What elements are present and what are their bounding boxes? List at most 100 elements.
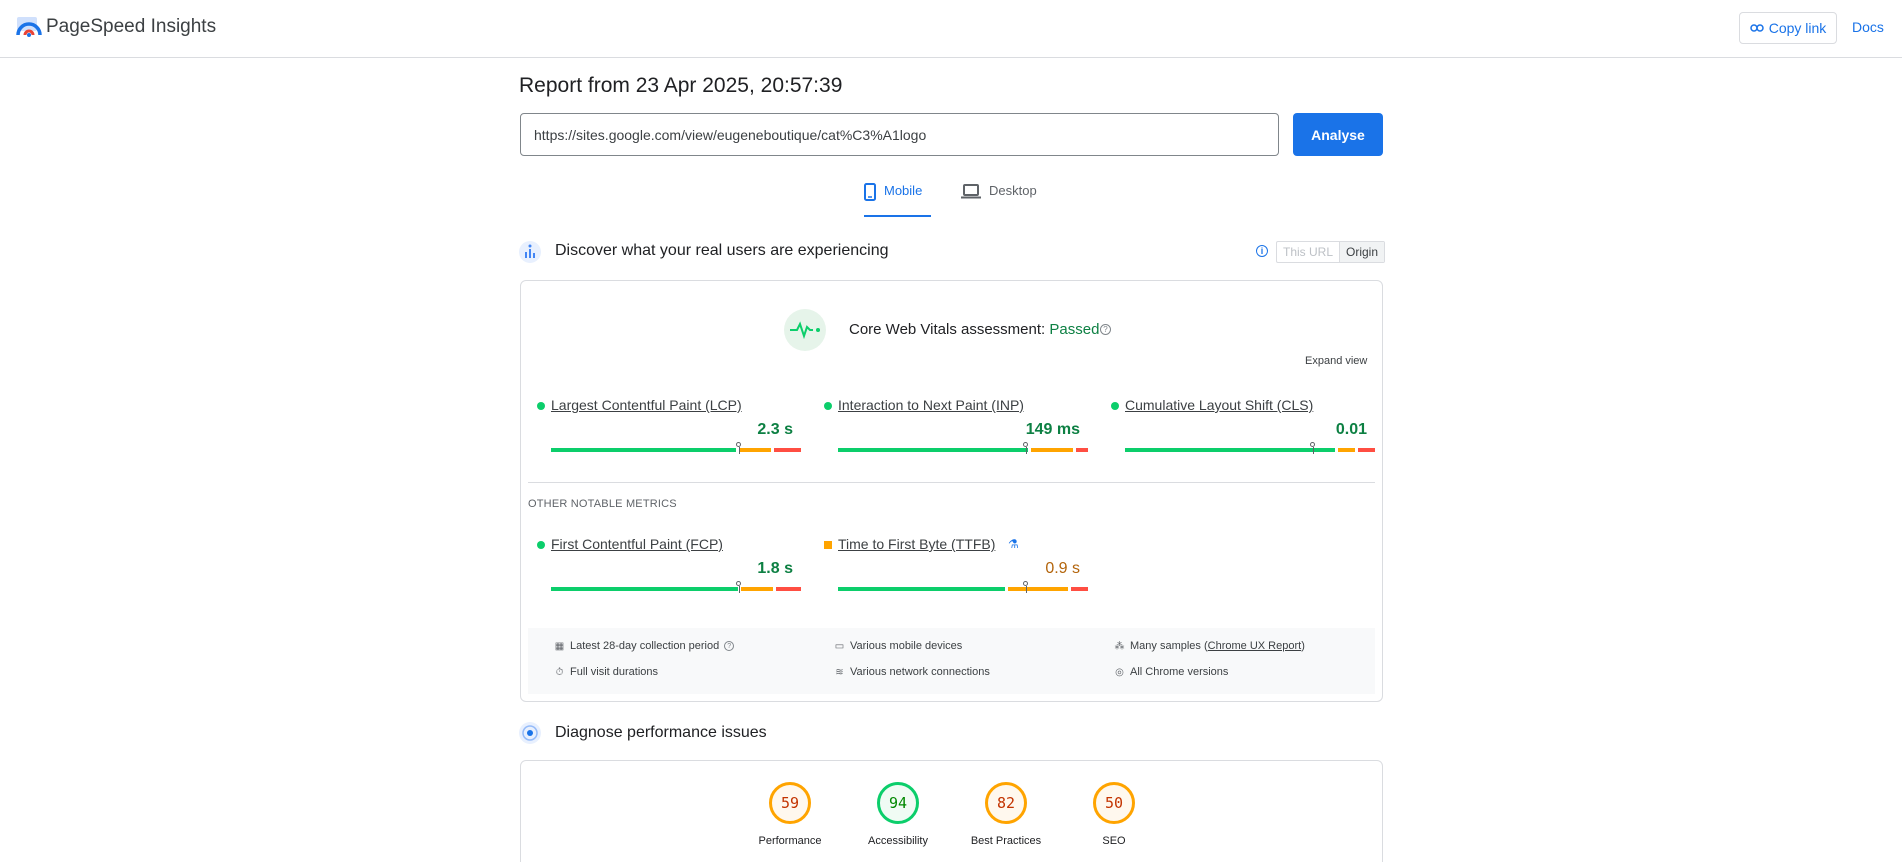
chrome-versions: ◎ All Chrome versions (1114, 666, 1228, 678)
copy-link-label: Copy link (1768, 20, 1827, 36)
chrome-icon: ◎ (1115, 666, 1124, 678)
flask-icon[interactable]: ⚗ (1008, 537, 1019, 551)
expand-view-link[interactable]: Expand view (1305, 355, 1368, 367)
poor-segment (1075, 448, 1088, 452)
copy-link-button[interactable]: Copy link (1739, 12, 1837, 44)
metric-value: 2.3 s (757, 421, 793, 438)
visit-durations: ⏱ Full visit durations (554, 666, 658, 678)
p75-marker (1022, 581, 1028, 586)
poor-segment (773, 448, 801, 452)
metric-name[interactable]: First Contentful Paint (FCP) (551, 536, 723, 552)
real-users-icon (519, 241, 541, 263)
poor-segment (1070, 587, 1088, 591)
top-bar: PageSpeed Insights Copy link Docs (0, 0, 1902, 58)
help-icon[interactable]: ? (1100, 324, 1111, 335)
p75-marker-line (1312, 447, 1314, 454)
diagnose-title: Diagnose performance issues (555, 724, 767, 741)
url-origin-toggle: This URL Origin (1276, 241, 1386, 263)
p75-marker (735, 442, 741, 447)
people-icon: ⁂ (1114, 640, 1125, 652)
metric-name[interactable]: Largest Contentful Paint (LCP) (551, 397, 742, 413)
p75-marker (1022, 442, 1028, 447)
brand-name[interactable]: PageSpeed Insights (46, 16, 217, 37)
score-best-practices[interactable]: 82 Best Practices (946, 782, 1066, 862)
help-icon[interactable]: ? (724, 641, 735, 651)
collection-period: ▦ Latest 28-day collection period ? (554, 640, 735, 652)
metric-value: 149 ms (1025, 421, 1080, 438)
other-metrics-label: OTHER NOTABLE METRICS (528, 498, 677, 510)
score-performance[interactable]: 59 Performance (730, 782, 850, 862)
toggle-this-url[interactable]: This URL (1283, 245, 1334, 259)
network: ≋ Various network connections (834, 666, 990, 678)
p75-marker (735, 581, 741, 586)
pagespeed-logo-icon[interactable] (16, 15, 42, 39)
devices-text: Various mobile devices (850, 640, 963, 652)
analyse-button[interactable]: Analyse (1293, 113, 1383, 156)
toggle-origin[interactable]: Origin (1339, 242, 1385, 262)
score-accessibility[interactable]: 94 Accessibility (838, 782, 958, 862)
good-segment (838, 587, 1005, 591)
diagnose-icon (519, 722, 541, 744)
visit-durations-text: Full visit durations (570, 666, 659, 678)
collection-info (528, 628, 1375, 694)
samples-prefix: Many samples ( (1130, 640, 1208, 652)
p75-marker-line (738, 447, 740, 454)
good-segment (1125, 448, 1335, 452)
vitals-pulse-icon (784, 309, 826, 351)
network-text: Various network connections (850, 666, 990, 678)
tab-mobile[interactable]: Mobile (864, 183, 931, 217)
score-gauge: 94 (877, 782, 919, 824)
score-gauge: 50 (1093, 782, 1135, 824)
metric-fcp: First Contentful Paint (FCP) 1.8 s (537, 536, 801, 596)
good-segment (551, 587, 738, 591)
distribution-bar (838, 442, 1088, 454)
phone-icon (864, 183, 876, 201)
chrome-ux-report-link[interactable]: Chrome UX Report (1207, 640, 1302, 652)
good-segment (838, 448, 1028, 452)
score-seo[interactable]: 50 SEO (1054, 782, 1174, 862)
cwv-assessment-result: Passed (1049, 321, 1100, 338)
tab-desktop[interactable]: Desktop (961, 183, 1041, 217)
p75-marker-line (1025, 586, 1027, 593)
report-title: Report from 23 Apr 2025, 20:57:39 (519, 74, 843, 97)
score-gauge: 82 (985, 782, 1027, 824)
needs-improvement-segment (741, 587, 773, 591)
score-label: Performance (758, 835, 822, 847)
score-label: SEO (1102, 835, 1126, 847)
real-users-title: Discover what your real users are experi… (555, 242, 889, 259)
devices: ▭ Various mobile devices (834, 640, 963, 652)
metric-value: 0.01 (1335, 421, 1367, 438)
timer-icon: ⏱ (555, 666, 564, 678)
poor-segment (1357, 448, 1375, 452)
metric-name[interactable]: Interaction to Next Paint (INP) (838, 397, 1024, 413)
url-input[interactable] (520, 113, 1279, 156)
cwv-assessment-label: Core Web Vitals assessment: (849, 321, 1050, 338)
calendar-icon: ▦ (554, 640, 565, 652)
p75-marker (1309, 442, 1315, 447)
status-square (824, 541, 832, 549)
laptop-icon (961, 184, 981, 199)
metric-value: 1.8 s (757, 560, 793, 577)
p75-marker-line (738, 586, 740, 593)
wifi-icon: ≋ (835, 666, 844, 678)
metric-name[interactable]: Time to First Byte (TTFB) (838, 536, 996, 552)
distribution-bar (838, 581, 1088, 593)
docs-link[interactable]: Docs (1852, 19, 1884, 35)
metric-name[interactable]: Cumulative Layout Shift (CLS) (1125, 397, 1314, 413)
divider (528, 482, 1375, 483)
cwv-assessment: Core Web Vitals assessment: Passed (849, 321, 1099, 338)
samples: ⁂ Many samples (Chrome UX Report) (1114, 640, 1305, 652)
poor-segment (776, 587, 801, 591)
chrome-versions-text: All Chrome versions (1130, 666, 1229, 678)
score-gauge: 59 (769, 782, 811, 824)
metric-value: 0.9 s (1045, 560, 1080, 577)
good-segment (551, 448, 736, 452)
status-dot (824, 402, 832, 410)
status-dot (1111, 402, 1119, 410)
distribution-bar (1125, 442, 1375, 454)
status-dot (537, 402, 545, 410)
info-icon[interactable]: i (1256, 245, 1268, 257)
metric-ttfb: Time to First Byte (TTFB) 0.9 s (824, 536, 1088, 596)
cwv-card (520, 280, 1383, 702)
score-label: Accessibility (868, 835, 928, 847)
